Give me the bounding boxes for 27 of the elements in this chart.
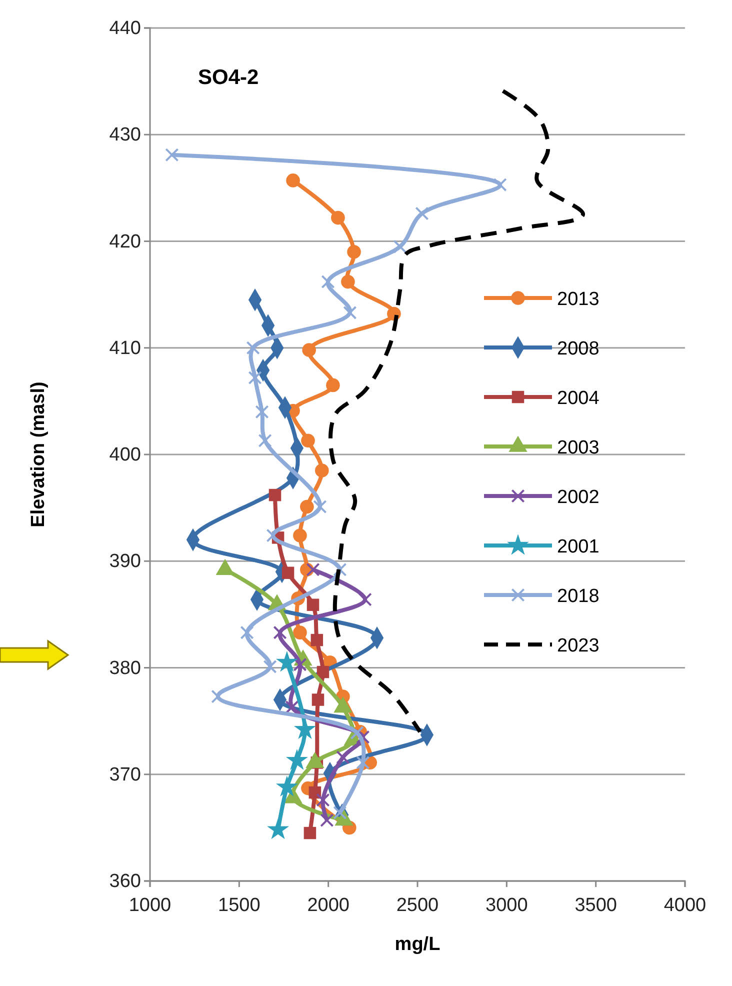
y-axis-title: Elevation (masl): [28, 382, 49, 528]
y-tick-label: 430: [109, 124, 141, 146]
y-tick-label: 400: [109, 444, 141, 466]
x-tick-label: 1000: [128, 894, 172, 916]
x-axis-title: mg/L: [394, 934, 441, 955]
x-tick-label: 1500: [218, 894, 260, 916]
legend-label: 2008: [557, 338, 600, 360]
legend-label: 2013: [557, 289, 600, 310]
legend-label: 2001: [557, 536, 600, 558]
text: SO4-2: [198, 66, 259, 89]
y-tick-label: 420: [109, 231, 141, 252]
y-tick-label: 410: [109, 338, 141, 359]
x-tick-label: 2000: [307, 894, 350, 916]
y-tick-label: 380: [109, 658, 141, 679]
x-tick-label: 4000: [664, 894, 706, 916]
legend-label: 2002: [557, 487, 600, 508]
x-tick-label: 3500: [574, 894, 617, 916]
y-tick-label: 370: [109, 764, 141, 786]
y-tick-label: 390: [109, 551, 141, 572]
legend-label: 2003: [557, 438, 600, 458]
x-tick-label: 2500: [396, 894, 439, 916]
legend-label: 2018: [557, 586, 600, 607]
legend-label: 2004: [557, 388, 600, 409]
y-tick-label: 440: [109, 18, 141, 40]
legend-label: 2023: [557, 636, 600, 656]
x-tick-label: 3000: [486, 894, 528, 916]
y-tick-label: 360: [109, 871, 141, 892]
